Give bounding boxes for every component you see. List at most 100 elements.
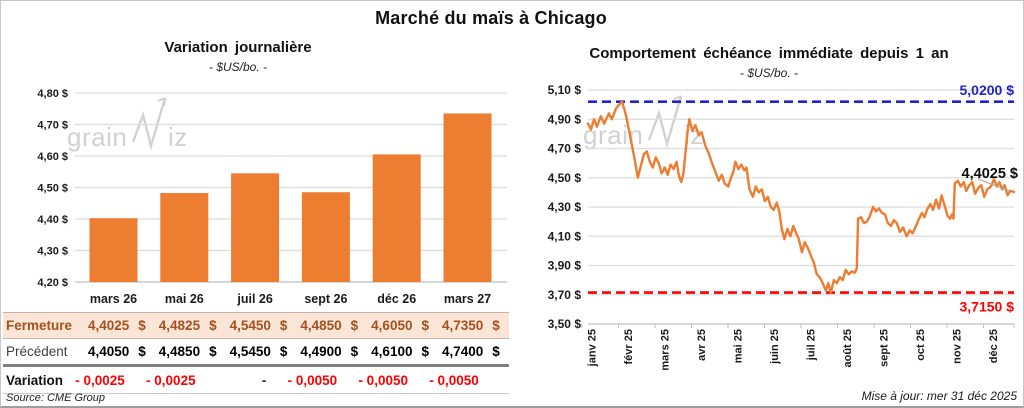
- y-tick-label: 4,10 $: [548, 229, 582, 243]
- y-tick-label: 5,10 $: [548, 83, 582, 97]
- y-tick-label: 4,70 $: [37, 120, 68, 132]
- category-label: juil 26: [236, 292, 272, 306]
- currency-symbol: $: [279, 318, 288, 333]
- cell-value: 4,4900: [300, 344, 342, 359]
- cell-value: 4,4850: [300, 318, 342, 333]
- x-tick-label: avr 25: [696, 329, 708, 361]
- table-cell: 4,4825 $: [151, 318, 222, 333]
- bar: [372, 154, 421, 282]
- y-tick-label: 3,70 $: [548, 288, 582, 302]
- reference-label: 3,7150 $: [960, 299, 1015, 315]
- watermark-arrow: [157, 97, 166, 107]
- cell-value: - 0,0025: [146, 372, 196, 388]
- bar-chart-title: Variation journalière: [164, 39, 312, 56]
- table-cell: 4,5450 $: [222, 344, 293, 359]
- price-table: Fermeture 4,4025 $4,4825 $4,5450 $4,4850 $4,6…: [3, 312, 509, 394]
- y-tick-label: 4,50 $: [548, 171, 582, 185]
- y-tick-label: 4,60 $: [37, 151, 68, 163]
- line-chart-title: Comportement échéance immédiate depuis 1…: [589, 45, 949, 62]
- currency-symbol: $: [138, 344, 146, 359]
- grainwiz-logo: grain iz: [67, 97, 188, 152]
- currency-symbol: $: [209, 318, 217, 333]
- cell-value: 4,6100: [371, 344, 413, 359]
- table-cell: - 0,0050: [429, 373, 505, 388]
- watermark-zigzag: [131, 97, 167, 151]
- cell-value: 4,6050: [371, 318, 413, 333]
- cell-value: -: [261, 372, 267, 388]
- bar: [301, 192, 350, 282]
- y-tick-label: 4,30 $: [548, 200, 582, 214]
- reference-label: 5,0200 $: [960, 82, 1015, 98]
- table-cell: 4,7400 $: [434, 344, 505, 359]
- y-tick-label: 4,20 $: [37, 277, 68, 289]
- y-tick-label: 4,50 $: [37, 183, 68, 195]
- table-cell: 4,6050 $: [363, 318, 434, 333]
- table-cell: 4,4025 $: [80, 318, 151, 333]
- cell-value: 4,4825: [158, 318, 201, 333]
- category-label: déc 26: [377, 292, 416, 306]
- y-tick-label: 4,30 $: [37, 246, 68, 258]
- y-tick-label: 4,80 $: [37, 88, 68, 100]
- x-tick-label: déc 25: [988, 329, 1000, 363]
- table-cell: 4,7350 $: [434, 318, 505, 333]
- cell-value: 4,7400: [441, 344, 484, 359]
- bar: [160, 193, 209, 282]
- cell-value: 4,4050: [87, 344, 130, 359]
- y-tick-label: 3,90 $: [548, 259, 582, 273]
- x-tick-label: oct 25: [915, 329, 927, 361]
- leader-line: [977, 178, 1011, 192]
- x-tick-label: janv 25: [587, 329, 599, 367]
- category-label: mars 27: [444, 292, 491, 306]
- cell-value: 4,5450: [229, 318, 271, 333]
- cell-value: - 0,0050: [358, 372, 408, 388]
- bar-chart: 4,20 $ 4,30 $ 4,40 $ 4,50 $ 4,60 $ 4,70 $ 4,80…: [37, 88, 507, 306]
- table-cell: - 0,0050: [358, 373, 434, 388]
- cell-value: - 0,0050: [429, 372, 479, 388]
- table-row-variation: Variation - 0,0025 - 0,0025 - - 0,0050 - 0,00…: [3, 367, 509, 394]
- cell-value: - 0,0025: [75, 372, 125, 388]
- currency-symbol: $: [492, 344, 500, 359]
- x-tick-label: nov 25: [952, 329, 964, 364]
- category-label: mai 26: [165, 292, 204, 306]
- row-label: Fermeture: [6, 318, 73, 333]
- table-cell: 4,5450 $: [222, 318, 293, 333]
- cell-value: - 0,0050: [287, 372, 338, 388]
- row-label: Variation: [6, 372, 64, 388]
- line-chart: 3,50 $ 3,70 $ 3,90 $ 4,10 $ 4,30 $ 4,50 $ 4,70…: [548, 82, 1018, 370]
- x-tick-label: juil 25: [806, 329, 818, 361]
- table-cell: 4,4850 $: [151, 344, 222, 359]
- currency-symbol: $: [209, 344, 217, 359]
- cell-value: 4,4850: [158, 344, 201, 359]
- currency-symbol: $: [421, 344, 429, 359]
- source-note: Source: CME Group: [6, 392, 106, 404]
- bar: [443, 113, 492, 282]
- bar: [89, 218, 138, 282]
- x-tick-label: août 25: [842, 329, 854, 368]
- currency-symbol: $: [350, 318, 359, 333]
- y-tick-label: 4,90 $: [548, 112, 582, 126]
- table-cell: - 0,0050: [288, 373, 363, 388]
- currency-symbol: $: [138, 318, 146, 333]
- update-note: Mise à jour: mer 31 déc 2025: [861, 389, 1017, 403]
- x-tick-label: mai 25: [733, 329, 745, 363]
- currency-symbol: $: [279, 344, 288, 359]
- y-tick-label: 4,70 $: [548, 142, 582, 156]
- watermark-text-right: iz: [168, 122, 188, 152]
- category-label: sept 26: [304, 292, 347, 306]
- y-tick-label: 3,50 $: [548, 317, 582, 331]
- cell-value: 4,7350: [441, 318, 484, 333]
- watermark-zigzag: [647, 95, 683, 149]
- bar: [231, 173, 280, 282]
- table-cell: 4,4050 $: [80, 344, 151, 359]
- bar-chart-subtitle: - $US/bo. -: [208, 60, 268, 74]
- table-cell: 4,4850 $: [292, 318, 363, 333]
- currency-symbol: $: [421, 318, 429, 333]
- table-row-previous: Précédent 4,4050 $4,4850 $4,5450 $ 4,4900 $4,6…: [3, 339, 509, 367]
- row-label: Précédent: [6, 344, 68, 359]
- grainwiz-watermark: grain iz: [65, 85, 197, 160]
- line-chart-subtitle: - $US/bo. -: [739, 66, 799, 80]
- last-value-label: 4,4025 $: [962, 166, 1018, 182]
- page-title: Marché du maïs à Chicago: [375, 8, 607, 28]
- currency-symbol: $: [492, 318, 500, 333]
